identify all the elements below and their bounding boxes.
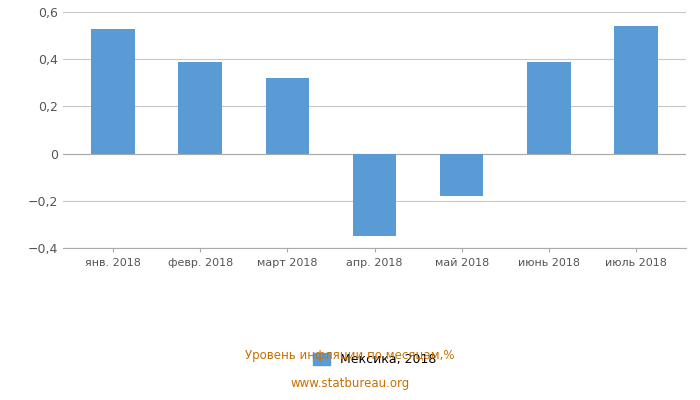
Text: Уровень инфляции по месяцам,%: Уровень инфляции по месяцам,% bbox=[245, 350, 455, 362]
Bar bbox=[440, 154, 484, 196]
Text: www.statbureau.org: www.statbureau.org bbox=[290, 378, 410, 390]
Bar bbox=[614, 26, 658, 154]
Bar bbox=[527, 62, 570, 154]
Legend: Мексика, 2018: Мексика, 2018 bbox=[313, 353, 436, 366]
Bar bbox=[178, 62, 222, 154]
Bar bbox=[91, 28, 135, 154]
Bar bbox=[265, 78, 309, 154]
Bar bbox=[353, 154, 396, 236]
